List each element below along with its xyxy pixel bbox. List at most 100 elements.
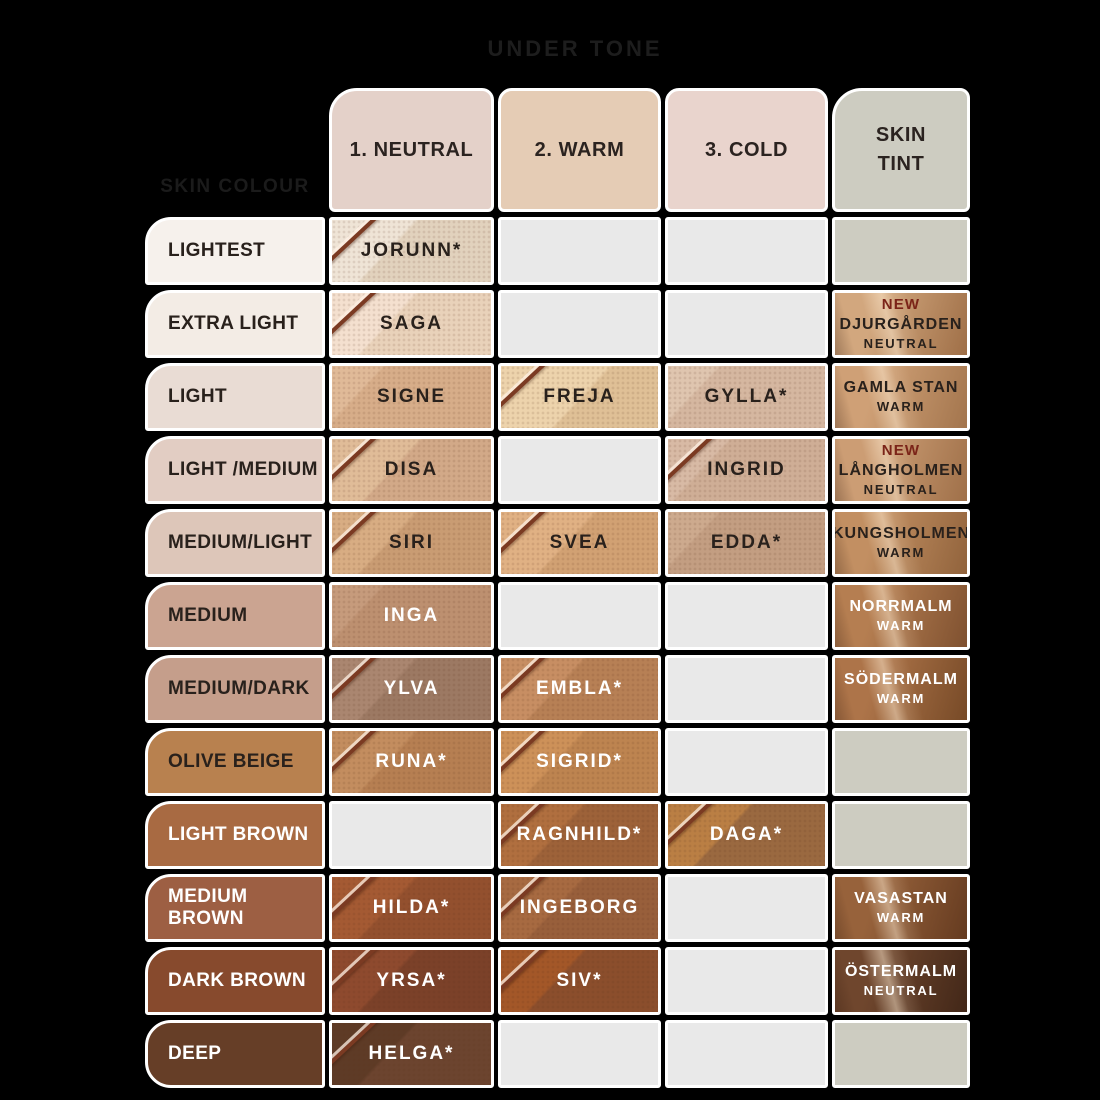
row-label-dark-brown: DARK BROWN (145, 947, 325, 1015)
skin-tint-undertone: NEUTRAL (863, 481, 939, 497)
row-label-extra-light: EXTRA LIGHT (145, 290, 325, 358)
skin-tint-undertone: NEUTRAL (863, 982, 939, 998)
shade-name: JORUNN* (360, 240, 463, 261)
row-label-text: LIGHT (168, 386, 227, 407)
column-header-cold: 3. COLD (665, 88, 828, 212)
skin-tint-name: VASASTAN (854, 890, 948, 908)
shade-name: FREJA (543, 386, 616, 407)
shade-table: 1. NEUTRAL 2. WARM 3. COLD SKIN TINT LIGHTES… (145, 88, 970, 1088)
empty-undertone-cell (665, 728, 828, 796)
row-label-text: DEEP (168, 1043, 222, 1064)
column-header-label: 1. NEUTRAL (349, 138, 474, 161)
row-label-text: DARK BROWN (168, 970, 307, 991)
empty-undertone-cell (665, 290, 828, 358)
skin-tint-sodermalm: SÖDERMALM WARM (832, 655, 970, 723)
column-header-label: 2. WARM (534, 138, 625, 161)
row-label-text: EXTRA LIGHT (168, 313, 299, 334)
row-label-medium-brown: MEDIUM BROWN (145, 874, 325, 942)
shade-name: SAGA (380, 313, 443, 334)
shade-name: SIGNE (376, 386, 447, 407)
swatch-siri: SIRI (329, 509, 494, 577)
swatch-ingrid: INGRID (665, 436, 828, 504)
skin-tint-name: ÖSTERMALM (844, 963, 958, 981)
shade-name: EMBLA* (536, 678, 623, 699)
row-label-text: LIGHT /MEDIUM (168, 459, 318, 480)
row-label-text: MEDIUM (168, 605, 248, 626)
skin-tint-name: DJURGÅRDEN (839, 315, 963, 333)
empty-undertone-cell (498, 1020, 661, 1088)
new-badge: NEW (881, 442, 921, 460)
row-label-medium-dark: MEDIUM/DARK (145, 655, 325, 723)
row-label-light-brown: LIGHT BROWN (145, 801, 325, 869)
row-label-text: MEDIUM/DARK (168, 678, 310, 699)
empty-undertone-cell (665, 582, 828, 650)
row-label-text: MEDIUM BROWN (168, 886, 248, 929)
skin-tint-gamla-stan: GAMLA STAN WARM (832, 363, 970, 431)
empty-undertone-cell (498, 436, 661, 504)
shade-name: DISA (384, 459, 439, 480)
empty-undertone-cell (665, 217, 828, 285)
swatch-edda: EDDA* (665, 509, 828, 577)
new-badge: NEW (881, 296, 921, 314)
shade-name: SIRI (389, 532, 434, 553)
skin-tint-undertone: WARM (876, 690, 926, 706)
empty-undertone-cell (498, 290, 661, 358)
skin-tint-ostermalm: ÖSTERMALM NEUTRAL (832, 947, 970, 1015)
column-header-neutral: 1. NEUTRAL (329, 88, 494, 212)
empty-undertone-cell (665, 947, 828, 1015)
swatch-disa: DISA (329, 436, 494, 504)
row-label-text: LIGHTEST (168, 240, 266, 261)
shade-name: HILDA* (372, 897, 451, 918)
swatch-signe: SIGNE (329, 363, 494, 431)
empty-undertone-cell (665, 874, 828, 942)
skin-tint-undertone: WARM (876, 909, 926, 925)
swatch-siv: SIV* (498, 947, 661, 1015)
shade-name: EDDA* (710, 532, 783, 553)
shade-name: YRSA* (376, 970, 447, 991)
row-label-text: LIGHT BROWN (168, 824, 309, 845)
shade-name: RUNA* (375, 751, 448, 772)
swatch-freja: FREJA (498, 363, 661, 431)
skin-tint-name: NORRMALM (849, 598, 953, 616)
skin-tint-name: SÖDERMALM (844, 671, 958, 689)
empty-undertone-cell (498, 217, 661, 285)
column-header-label: SKIN TINT (875, 124, 927, 175)
shade-name: SIGRID* (536, 751, 623, 772)
swatch-jorunn: JORUNN* (329, 217, 494, 285)
row-label-lightest: LIGHTEST (145, 217, 325, 285)
empty-skintint-cell (832, 217, 970, 285)
skin-tint-undertone: WARM (876, 544, 926, 560)
swatch-ylva: YLVA (329, 655, 494, 723)
shade-name: RAGNHILD* (516, 824, 643, 845)
shade-name: GYLLA* (704, 386, 789, 407)
skin-tint-name: GAMLA STAN (843, 379, 959, 397)
swatch-yrsa: YRSA* (329, 947, 494, 1015)
shade-name: DAGA* (709, 824, 784, 845)
shade-name: INGA (383, 605, 440, 626)
swatch-helga: HELGA* (329, 1020, 494, 1088)
empty-skintint-cell (832, 728, 970, 796)
row-label-medium-light: MEDIUM/LIGHT (145, 509, 325, 577)
row-label-olive-beige: OLIVE BEIGE (145, 728, 325, 796)
column-header-skintint: SKIN TINT (832, 88, 970, 212)
header-spacer (145, 88, 325, 212)
skin-tint-langholmen: NEW LÅNGHOLMEN NEUTRAL (832, 436, 970, 504)
skin-tint-kungsholmen: KUNGSHOLMEN WARM (832, 509, 970, 577)
empty-skintint-cell (832, 1020, 970, 1088)
skin-colour-axis-label: SKIN COLOUR (160, 176, 310, 197)
swatch-daga: DAGA* (665, 801, 828, 869)
shade-name: HELGA* (368, 1043, 455, 1064)
row-label-light-medium: LIGHT /MEDIUM (145, 436, 325, 504)
shade-name: YLVA (383, 678, 440, 699)
swatch-ingeborg: INGEBORG (498, 874, 661, 942)
skin-tint-djurgarden: NEW DJURGÅRDEN NEUTRAL (832, 290, 970, 358)
row-label-text: MEDIUM/LIGHT (168, 532, 313, 553)
empty-undertone-cell (498, 582, 661, 650)
skin-tint-norrmalm: NORRMALM WARM (832, 582, 970, 650)
empty-undertone-cell (329, 801, 494, 869)
column-header-label: 3. COLD (704, 138, 789, 161)
swatch-embla: EMBLA* (498, 655, 661, 723)
skin-tint-name: KUNGSHOLMEN (832, 525, 970, 543)
row-label-text: OLIVE BEIGE (168, 751, 294, 772)
